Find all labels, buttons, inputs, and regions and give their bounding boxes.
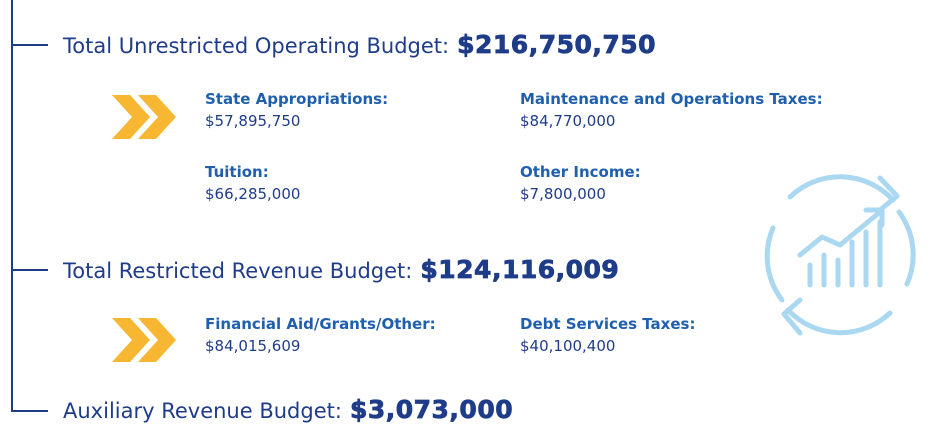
chevrons <box>112 95 176 362</box>
section-amount: $124,116,009 <box>420 255 620 285</box>
budget-item: Tuition: $66,285,000 <box>205 163 300 203</box>
item-label: Debt Services Taxes: <box>520 315 696 333</box>
growth-icon <box>764 174 916 336</box>
section-label: Auxiliary Revenue Budget: <box>63 399 342 423</box>
item-value: $7,800,000 <box>520 185 606 203</box>
item-value: $57,895,750 <box>205 112 301 130</box>
section-heading: Total Unrestricted Operating Budget: $216… <box>63 30 657 60</box>
section-amount: $3,073,000 <box>349 395 514 425</box>
item-label: Financial Aid/Grants/Other: <box>205 315 436 333</box>
section-heading: Total Restricted Revenue Budget: $124,116… <box>63 255 620 285</box>
budget-item: Other Income: $7,800,000 <box>520 163 641 203</box>
section-amount: $216,750,750 <box>457 30 657 60</box>
budget-item: Maintenance and Operations Taxes: $84,770… <box>520 90 823 130</box>
budget-item: Debt Services Taxes: $40,100,400 <box>520 315 695 355</box>
item-label: State Appropriations: <box>205 90 389 108</box>
item-label: Tuition: <box>205 163 269 181</box>
item-value: $84,770,000 <box>520 112 616 130</box>
item-value: $84,015,609 <box>205 337 301 355</box>
item-value: $66,285,000 <box>205 185 301 203</box>
item-label: Maintenance and Operations Taxes: <box>520 90 823 108</box>
budget-item: Financial Aid/Grants/Other: $84,015,609 <box>205 315 436 355</box>
item-label: Other Income: <box>520 163 641 181</box>
section-label: Total Restricted Revenue Budget: <box>63 259 413 283</box>
section-label: Total Unrestricted Operating Budget: <box>63 34 450 58</box>
item-value: $40,100,400 <box>520 337 616 355</box>
timeline <box>11 0 48 412</box>
section-heading: Auxiliary Revenue Budget: $3,073,000 <box>63 395 514 425</box>
budget-item: State Appropriations: $57,895,750 <box>205 90 388 130</box>
